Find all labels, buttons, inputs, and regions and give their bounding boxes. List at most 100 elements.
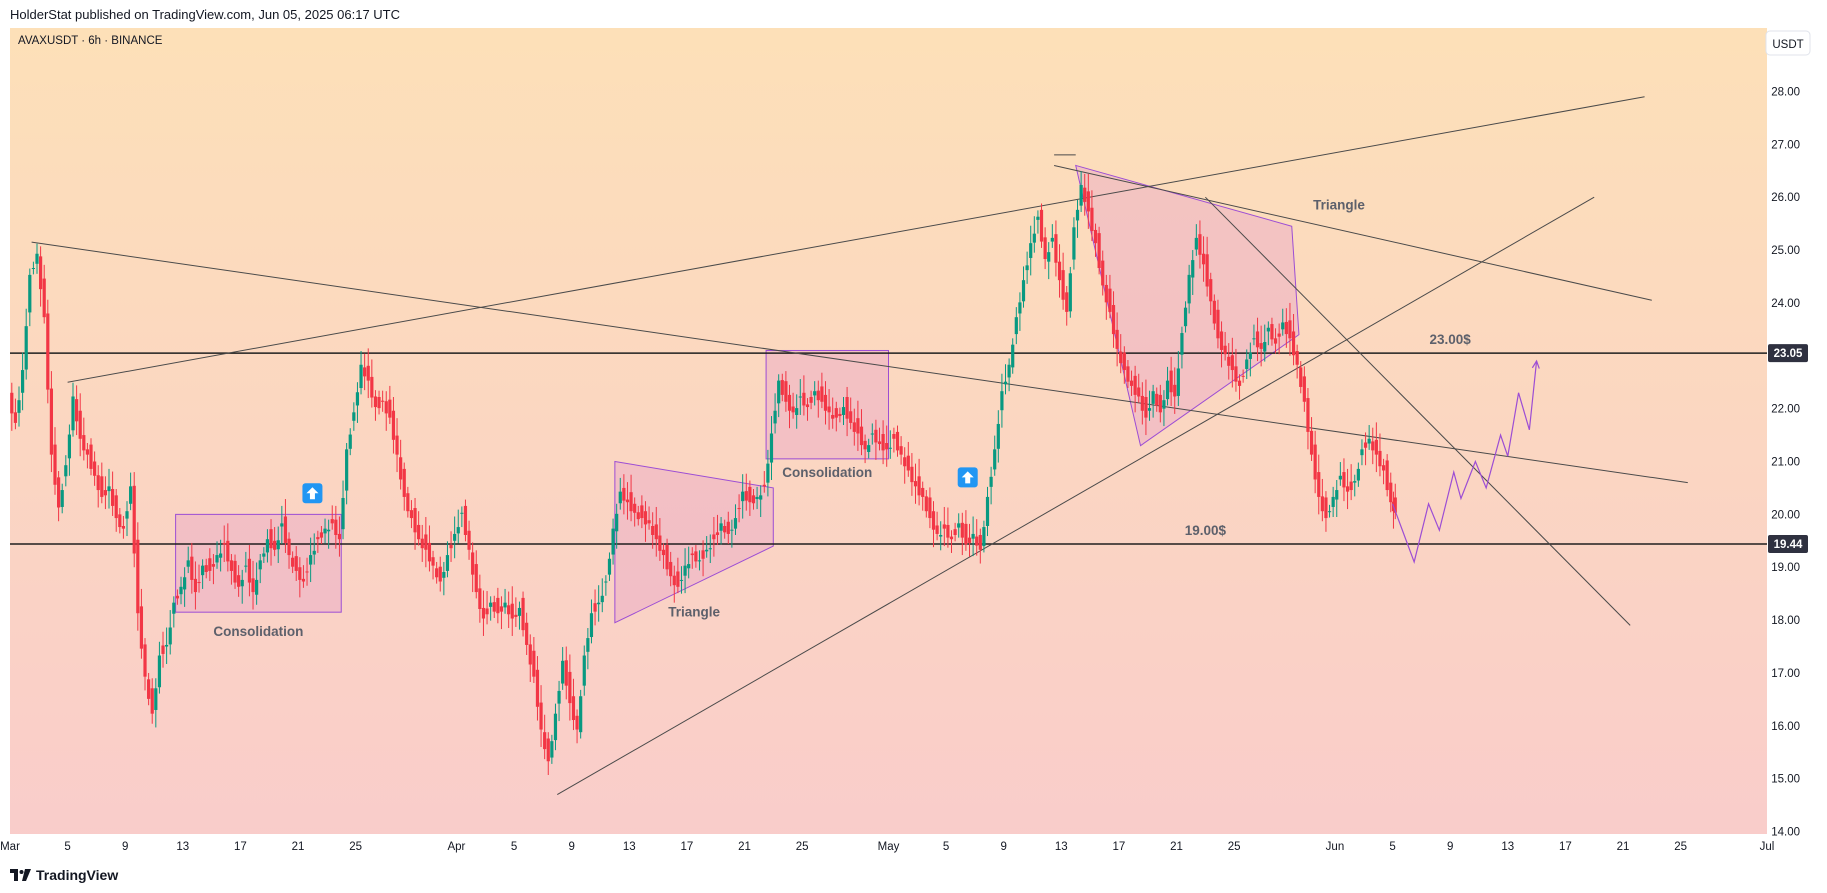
candle-body[interactable] <box>1335 490 1339 500</box>
candle-body[interactable] <box>820 386 824 402</box>
candle-body[interactable] <box>1126 366 1130 382</box>
candle-body[interactable] <box>1097 233 1101 269</box>
candle-body[interactable] <box>805 404 810 408</box>
candle-body[interactable] <box>1036 216 1040 220</box>
candle-body[interactable] <box>978 534 982 550</box>
candle-body[interactable] <box>1205 254 1209 287</box>
candle-body[interactable] <box>13 412 18 423</box>
candle-body[interactable] <box>431 557 435 566</box>
candle-body[interactable] <box>1230 355 1234 371</box>
candle-body[interactable] <box>517 607 522 616</box>
candle-body[interactable] <box>1043 237 1047 260</box>
candle-body[interactable] <box>852 422 856 432</box>
candle-body[interactable] <box>676 571 680 587</box>
candle-body[interactable] <box>535 669 540 707</box>
candle-body[interactable] <box>89 444 93 469</box>
candle-body[interactable] <box>391 410 396 440</box>
candle-body[interactable] <box>600 595 604 603</box>
candle-body[interactable] <box>967 537 972 543</box>
candle-body[interactable] <box>139 606 144 649</box>
candle-body[interactable] <box>798 396 802 398</box>
candle-body[interactable] <box>474 564 478 593</box>
candle-body[interactable] <box>280 523 284 527</box>
candle-body[interactable] <box>445 555 450 571</box>
candle-body[interactable] <box>755 496 759 500</box>
candle-body[interactable] <box>363 367 367 377</box>
candle-body[interactable] <box>1000 391 1004 411</box>
candle-body[interactable] <box>1115 329 1119 349</box>
candle-body[interactable] <box>161 645 165 654</box>
candle-body[interactable] <box>748 486 752 503</box>
candle-body[interactable] <box>949 536 954 540</box>
candle-body[interactable] <box>100 476 104 497</box>
candle-body[interactable] <box>204 565 208 572</box>
candle-body[interactable] <box>114 495 118 519</box>
candle-body[interactable] <box>39 256 43 290</box>
candle-body[interactable] <box>1176 368 1180 396</box>
candle-body[interactable] <box>496 597 500 614</box>
candle-body[interactable] <box>1353 481 1357 483</box>
candle-body[interactable] <box>672 575 676 586</box>
candle-body[interactable] <box>971 533 975 539</box>
candle-body[interactable] <box>456 527 460 534</box>
candle-body[interactable] <box>46 313 50 390</box>
candle-body[interactable] <box>489 602 493 607</box>
candle-body[interactable] <box>1317 472 1321 497</box>
candle-body[interactable] <box>1180 333 1184 355</box>
trend-line[interactable] <box>557 196 1595 795</box>
candle-body[interactable] <box>636 512 640 520</box>
candle-body[interactable] <box>841 407 846 415</box>
candle-body[interactable] <box>622 487 626 501</box>
candle-body[interactable] <box>787 394 792 411</box>
candle-body[interactable] <box>741 491 745 502</box>
candle-body[interactable] <box>1129 380 1134 386</box>
candle-body[interactable] <box>417 524 421 540</box>
candle-body[interactable] <box>273 540 277 550</box>
candle-body[interactable] <box>1295 351 1299 365</box>
candle-body[interactable] <box>413 508 417 533</box>
candle-body[interactable] <box>528 644 532 665</box>
candle-body[interactable] <box>1345 486 1350 492</box>
candle-body[interactable] <box>366 365 370 381</box>
candle-body[interactable] <box>226 540 230 562</box>
candle-body[interactable] <box>481 607 486 619</box>
candle-body[interactable] <box>849 411 853 423</box>
candle-body[interactable] <box>831 414 835 419</box>
candle-body[interactable] <box>42 278 46 318</box>
candle-body[interactable] <box>1065 292 1069 312</box>
candle-body[interactable] <box>1162 400 1166 409</box>
candle-body[interactable] <box>1389 482 1393 503</box>
candle-body[interactable] <box>892 434 896 439</box>
candle-body[interactable] <box>737 508 741 510</box>
candle-body[interactable] <box>1385 460 1389 491</box>
candle-body[interactable] <box>525 622 529 645</box>
candle-body[interactable] <box>856 418 860 434</box>
candle-body[interactable] <box>877 441 882 445</box>
candle-body[interactable] <box>885 443 889 450</box>
candle-body[interactable] <box>265 539 270 553</box>
candle-body[interactable] <box>561 660 565 684</box>
candle-body[interactable] <box>816 390 820 401</box>
candle-body[interactable] <box>1061 270 1065 300</box>
candle-body[interactable] <box>312 550 316 555</box>
candle-body[interactable] <box>298 567 302 580</box>
candle-body[interactable] <box>795 408 799 415</box>
candle-body[interactable] <box>928 497 932 519</box>
candle-body[interactable] <box>165 644 169 647</box>
candle-body[interactable] <box>233 560 237 583</box>
candle-body[interactable] <box>1342 472 1346 488</box>
candle-body[interactable] <box>953 529 957 535</box>
candle-body[interactable] <box>1003 381 1008 385</box>
candle-body[interactable] <box>341 497 345 530</box>
candle-body[interactable] <box>21 370 25 393</box>
candle-body[interactable] <box>669 561 673 577</box>
candle-body[interactable] <box>1155 393 1159 406</box>
candle-body[interactable] <box>1356 468 1360 481</box>
candle-body[interactable] <box>373 396 378 408</box>
candle-body[interactable] <box>769 433 774 463</box>
candle-body[interactable] <box>179 586 183 595</box>
candle-body[interactable] <box>1227 356 1231 366</box>
candle-body[interactable] <box>316 537 320 540</box>
candle-body[interactable] <box>1090 207 1094 232</box>
candle-body[interactable] <box>629 492 633 512</box>
